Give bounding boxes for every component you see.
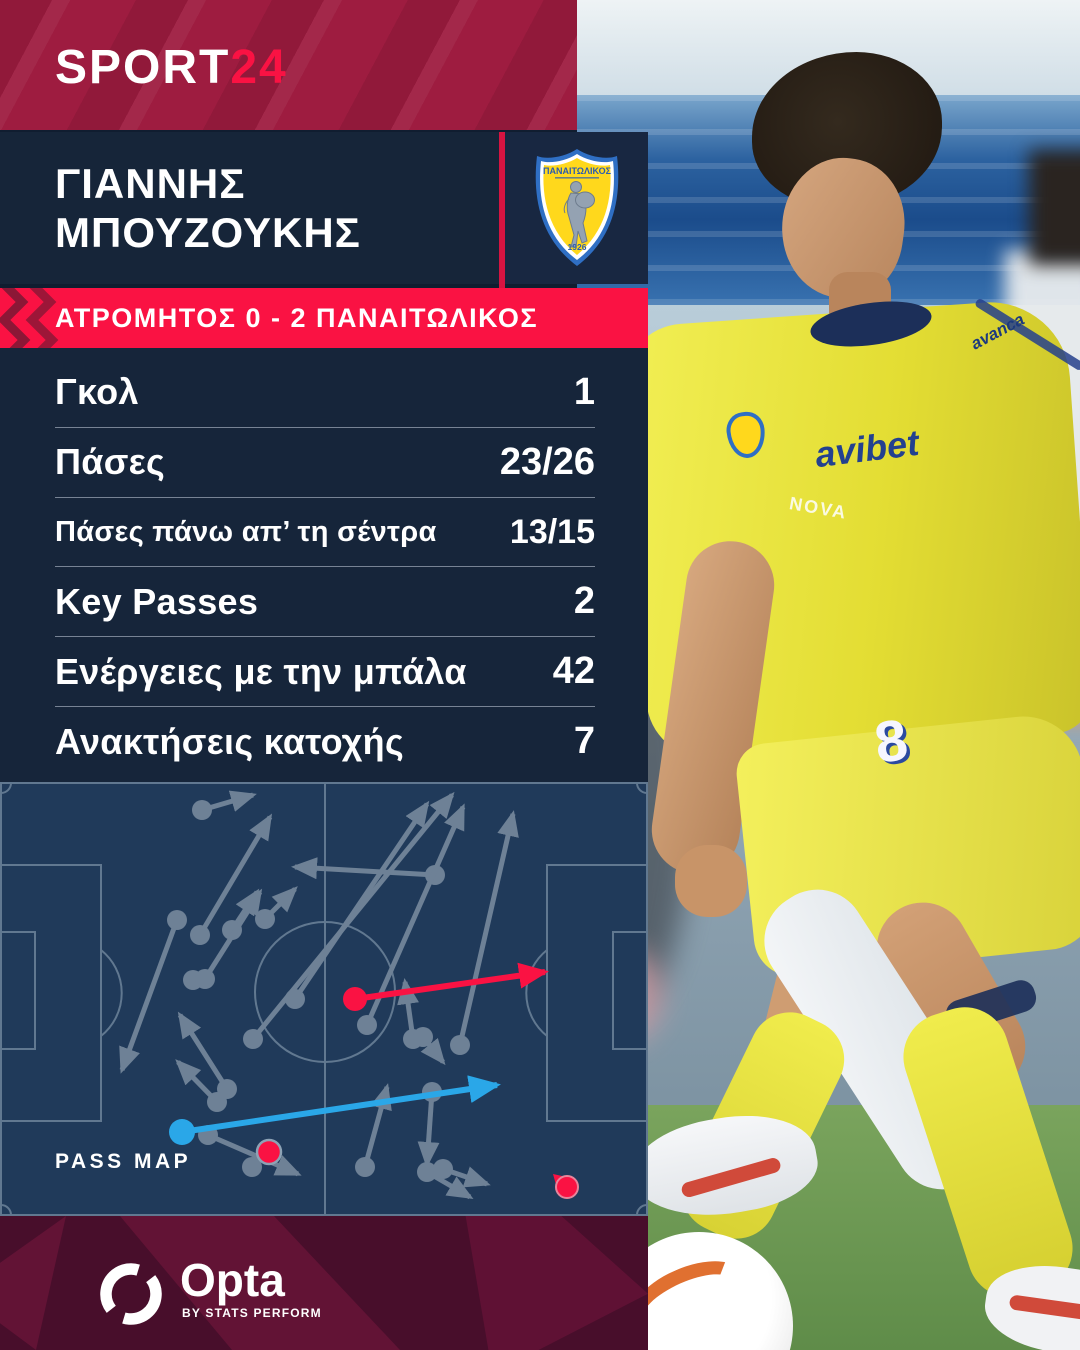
pass-arrow <box>364 803 466 1027</box>
pass-arrow <box>354 962 549 1002</box>
footer-shape <box>465 1216 648 1350</box>
pass-origin-dot <box>417 1162 437 1182</box>
badge-club-name: ΠΑΝΑΙΤΩΛΙΚΟΣ <box>542 166 611 176</box>
stat-value: 42 <box>552 650 595 693</box>
pass-origin-dot <box>207 1092 227 1112</box>
pass-origin-dot <box>343 987 367 1011</box>
goal-marker <box>553 1174 579 1199</box>
stat-label: Πάσες <box>55 441 166 483</box>
badge-year: 1926 <box>567 242 586 252</box>
opta-wordmark: Opta <box>180 1254 285 1306</box>
masthead-texture <box>0 0 577 130</box>
pass-origin-dot <box>357 1015 377 1035</box>
stat-value: 23/26 <box>499 440 595 483</box>
panaitolikos-badge: ΠΑΝΑΙΤΩΛΙΚΟΣ 1926 <box>535 149 618 266</box>
pass-origin-dot <box>243 1029 263 1049</box>
opta-byline: BY STATS PERFORM <box>182 1306 322 1321</box>
stats-list: Γκολ 1 Πάσες 23/26 Πάσες πάνω απ’ τη σέντρα 1… <box>55 358 595 776</box>
stat-label: Key Passes <box>55 580 259 622</box>
stat-value: 2 <box>573 580 595 623</box>
stat-row: Γκολ 1 <box>55 358 595 428</box>
passmap-pitch <box>0 782 648 1216</box>
pass-origin-dot <box>192 800 212 820</box>
stat-label: Ενέργειες με την μπάλα <box>55 650 467 692</box>
pass-origin-dot <box>167 910 187 930</box>
pass-arrow <box>457 810 519 1046</box>
pass-arrow <box>181 1075 501 1135</box>
pass-arrow <box>119 919 180 1074</box>
scoreline-text: ΑΤΡΟΜΗΤΟΣ 0 - 2 ΠΑΝΑΙΤΩΛΙΚΟΣ <box>55 302 539 333</box>
pass-arrow <box>202 888 263 981</box>
stat-row: Ανακτήσεις κατοχής 7 <box>55 707 595 776</box>
stat-value: 13/15 <box>509 512 595 551</box>
stats-panel: Γκολ 1 Πάσες 23/26 Πάσες πάνω απ’ τη σέντρα 1… <box>0 348 648 782</box>
pass-arrow <box>177 1011 230 1091</box>
passmap-section: PASS MAP <box>0 782 648 1216</box>
stat-label: Γκολ <box>55 371 139 413</box>
player-photo: avibet avanca NOVA 8 UVA <box>577 0 1080 1350</box>
pass-origin-dot <box>190 925 210 945</box>
pass-origin-dot <box>450 1035 470 1055</box>
pass-origin-dot <box>169 1119 195 1145</box>
pass-origin-dot <box>195 969 215 989</box>
stat-row: Πάσες 23/26 <box>55 428 595 498</box>
passmap-title: PASS MAP <box>55 1150 192 1173</box>
opta-brackets-icon <box>100 1263 162 1325</box>
stat-value: 1 <box>573 370 595 413</box>
stat-value: 7 <box>573 720 595 763</box>
pass-origin-dot <box>355 1157 375 1177</box>
field-markings <box>0 782 648 1216</box>
stat-label: Πάσες πάνω απ’ τη σέντρα <box>55 515 437 548</box>
stat-row: Πάσες πάνω απ’ τη σέντρα 13/15 <box>55 498 595 568</box>
zigzag-pattern <box>0 288 59 348</box>
club-badge-block: ΠΑΝΑΙΤΩΛΙΚΟΣ 1926 <box>505 132 648 284</box>
red-event-dot <box>255 1138 283 1166</box>
pass-origin-dot <box>413 1027 433 1047</box>
logo-sport: SPORT <box>55 41 231 94</box>
stat-row: Ενέργειες με την μπάλα 42 <box>55 637 595 708</box>
pass-origin-dot <box>433 1159 453 1179</box>
pass-arrow <box>291 857 436 880</box>
sport24-logo: SPORT24 <box>55 40 288 95</box>
event-dot <box>242 1157 262 1177</box>
pass-arrow <box>292 800 430 1001</box>
player-last-name: ΜΠΟΥΖΟΥΚΗΣ <box>55 209 361 256</box>
player-name-block: ΓΙΑΝΝΗΣ ΜΠΟΥΖΟΥΚΗΣ <box>0 132 499 284</box>
stat-label: Ανακτήσεις κατοχής <box>55 720 404 762</box>
pass-origin-dot <box>255 909 275 929</box>
opta-logo: Opta BY STATS PERFORM <box>98 1256 322 1332</box>
photo-opponent-hair <box>1029 150 1080 265</box>
badge-figure <box>563 181 595 248</box>
photo-player-hand <box>675 845 747 917</box>
pass-arrow <box>251 791 455 1041</box>
red-divider-strip <box>499 132 505 348</box>
logo-24: 24 <box>230 41 288 94</box>
passmap-arrows <box>119 790 579 1200</box>
player-first-name: ΓΙΑΝΝΗΣ <box>55 159 246 207</box>
pass-arrow <box>197 813 273 937</box>
footer <box>0 1216 648 1350</box>
stat-row: Key Passes 2 <box>55 567 595 638</box>
pass-arrow <box>417 1091 440 1168</box>
pass-arrow <box>207 1132 302 1177</box>
scoreline-bar: ΑΤΡΟΜΗΤΟΣ 0 - 2 ΠΑΝΑΙΤΩΛΙΚΟΣ <box>0 288 648 348</box>
masthead: SPORT24 <box>0 0 577 130</box>
